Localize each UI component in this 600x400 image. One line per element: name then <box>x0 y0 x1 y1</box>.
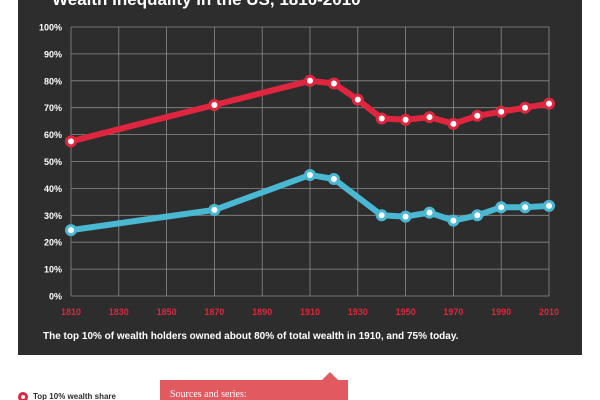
data-point <box>208 99 221 112</box>
data-point <box>423 206 436 219</box>
legend: Top 10% wealth share <box>18 391 116 400</box>
y-tick-label: 100% <box>39 23 62 33</box>
chart-title: Wealth Inequality in the US, 1810-2010 <box>52 0 361 10</box>
x-tick-label: 1970 <box>443 307 463 317</box>
data-point <box>304 168 316 181</box>
x-tick-label: 2010 <box>539 307 559 317</box>
y-tick-label: 20% <box>44 238 62 248</box>
data-point <box>375 209 388 222</box>
data-point <box>399 210 412 223</box>
data-point <box>447 214 460 227</box>
x-tick-label: 1870 <box>204 307 224 317</box>
y-axis-ticks: 0% 10% 20% 30% 40% 50% 60% 70% 80% 90% 100% <box>39 23 62 302</box>
y-tick-label: 30% <box>44 211 62 221</box>
data-point <box>65 224 77 237</box>
data-point <box>423 111 436 124</box>
y-tick-label: 10% <box>44 265 62 275</box>
data-point <box>519 101 532 114</box>
data-point <box>447 117 460 130</box>
chart-caption: The top 10% of wealth holders owned abou… <box>43 331 459 342</box>
data-point <box>351 93 364 106</box>
data-point <box>208 203 221 216</box>
x-tick-label: 1930 <box>348 307 368 317</box>
sources-pointer <box>322 372 338 380</box>
x-tick-label: 1990 <box>491 307 511 317</box>
x-tick-label: 1910 <box>300 307 320 317</box>
data-point <box>519 201 532 214</box>
data-point <box>327 77 340 90</box>
series <box>65 74 555 237</box>
data-point <box>543 97 555 110</box>
x-axis-ticks: 1810 1830 1850 1870 1890 1910 1930 1950 1970 1990… <box>61 307 559 317</box>
data-point <box>495 201 508 214</box>
legend-marker-icon <box>18 392 28 400</box>
y-tick-label: 50% <box>44 157 62 167</box>
y-tick-label: 90% <box>44 49 62 59</box>
data-point <box>543 199 555 212</box>
x-tick-label: 1950 <box>396 307 416 317</box>
y-tick-label: 0% <box>49 292 62 302</box>
x-tick-label: 1830 <box>109 307 129 317</box>
data-point <box>327 172 340 185</box>
sources-box[interactable]: Sources and series: <box>160 380 348 400</box>
data-point <box>399 113 412 126</box>
y-tick-label: 80% <box>44 76 62 86</box>
data-point <box>471 209 484 222</box>
data-point <box>65 135 77 148</box>
y-tick-label: 70% <box>44 103 62 113</box>
x-tick-label: 1810 <box>61 307 81 317</box>
y-tick-label: 60% <box>44 130 62 140</box>
data-point <box>375 112 388 125</box>
x-tick-label: 1890 <box>252 307 272 317</box>
data-point <box>304 74 316 87</box>
legend-label: Top 10% wealth share <box>33 392 116 400</box>
sources-label: Sources and series: <box>170 389 247 400</box>
grid <box>70 26 550 297</box>
data-point <box>471 109 484 122</box>
data-point <box>495 105 508 118</box>
y-tick-label: 40% <box>44 184 62 194</box>
x-tick-label: 1850 <box>157 307 177 317</box>
